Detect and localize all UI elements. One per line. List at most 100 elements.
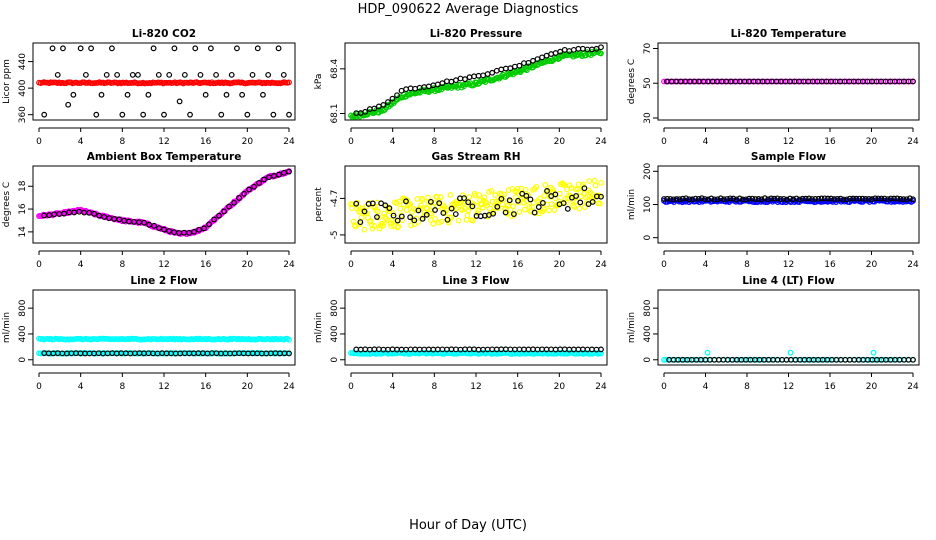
data-point	[236, 195, 242, 201]
x-tick-label: 0	[661, 382, 667, 392]
data-point	[548, 51, 555, 57]
data-point	[787, 349, 794, 356]
data-point	[249, 71, 256, 78]
y-tick-label: 68.1	[330, 104, 340, 124]
data-point	[403, 86, 409, 93]
x-tick-label: 20	[554, 382, 566, 392]
data-point	[784, 196, 790, 203]
y-axis-label: ml/min	[627, 312, 637, 343]
x-tick-label: 0	[36, 382, 42, 392]
data-point	[542, 182, 549, 188]
data-point	[561, 182, 568, 189]
data-point	[809, 196, 816, 202]
data-point	[447, 191, 454, 198]
data-point	[443, 78, 450, 85]
data-point	[459, 207, 466, 213]
data-point	[241, 190, 247, 197]
x-tick-label: 24	[595, 137, 607, 147]
data-point	[598, 346, 604, 353]
x-tick-label: 12	[158, 382, 169, 392]
data-point	[540, 206, 547, 212]
panel-title: Line 4 (LT) Flow	[742, 275, 835, 287]
data-point	[535, 204, 542, 210]
data-point	[461, 195, 467, 202]
data-point	[65, 101, 72, 108]
data-point	[88, 45, 94, 52]
x-tick-label: 12	[158, 137, 169, 147]
series-black	[661, 195, 916, 203]
data-point	[527, 196, 534, 203]
data-point	[385, 99, 391, 105]
plot-frame	[344, 165, 608, 244]
x-tick-label: 12	[783, 260, 794, 270]
data-point	[397, 205, 404, 212]
panel-title: Gas Stream RH	[431, 151, 520, 163]
data-point	[771, 195, 778, 202]
x-tick-label: 8	[119, 382, 125, 392]
x-tick-label: 0	[661, 137, 667, 147]
panel-title: Li-820 Temperature	[731, 28, 847, 40]
data-point	[60, 45, 66, 52]
data-point	[109, 45, 115, 52]
data-point	[724, 196, 730, 202]
data-point	[865, 196, 872, 202]
data-point	[202, 91, 209, 98]
data-point	[589, 198, 596, 205]
main-title: HDP_090622 Average Diagnostics	[357, 2, 579, 17]
data-point	[739, 196, 746, 203]
series-red	[36, 79, 292, 87]
data-point	[502, 209, 509, 216]
y-tick-label: 14	[18, 226, 28, 238]
data-point	[395, 223, 402, 230]
data-point	[505, 187, 512, 194]
data-point	[489, 69, 496, 76]
data-point	[733, 196, 740, 203]
data-point	[815, 195, 822, 202]
data-point	[155, 71, 162, 78]
plot-frame	[344, 289, 608, 366]
data-point	[903, 196, 910, 203]
data-point	[460, 192, 466, 199]
x-tick-label: 0	[348, 382, 354, 392]
data-point	[802, 195, 809, 202]
data-point	[464, 212, 471, 219]
data-point	[161, 226, 168, 233]
data-point	[266, 174, 272, 181]
series-green	[348, 48, 604, 120]
data-point	[186, 229, 192, 236]
data-point	[727, 195, 734, 202]
x-tick-label: 4	[390, 137, 396, 147]
data-point	[752, 196, 759, 202]
x-axis-title: Hour of Day (UTC)	[409, 518, 527, 533]
data-point	[683, 195, 689, 202]
data-point	[557, 48, 564, 55]
data-point	[704, 349, 711, 356]
series-black	[353, 44, 604, 117]
data-point	[197, 71, 204, 78]
data-point	[472, 192, 479, 199]
data-point	[161, 111, 167, 118]
y-tick-label: 70	[643, 42, 653, 54]
data-point	[427, 198, 434, 205]
data-point	[501, 191, 508, 198]
x-tick-label: 4	[703, 382, 709, 392]
data-point	[469, 203, 476, 210]
data-point	[265, 71, 272, 78]
data-point	[498, 66, 505, 73]
data-point	[592, 182, 599, 189]
x-tick-label: 8	[744, 382, 750, 392]
x-tick-label: 12	[470, 260, 481, 270]
data-point	[271, 172, 277, 179]
data-point	[743, 196, 749, 203]
data-point	[884, 196, 891, 203]
y-tick-label: 400	[18, 325, 28, 342]
data-point	[543, 52, 550, 59]
data-point	[376, 225, 383, 232]
data-point	[394, 217, 401, 224]
data-point	[408, 222, 414, 229]
x-tick-label: 16	[200, 260, 212, 270]
y-axis-label: ml/min	[2, 312, 12, 343]
data-point	[480, 72, 487, 79]
data-point	[91, 210, 98, 217]
y-tick-label: 800	[18, 299, 28, 316]
